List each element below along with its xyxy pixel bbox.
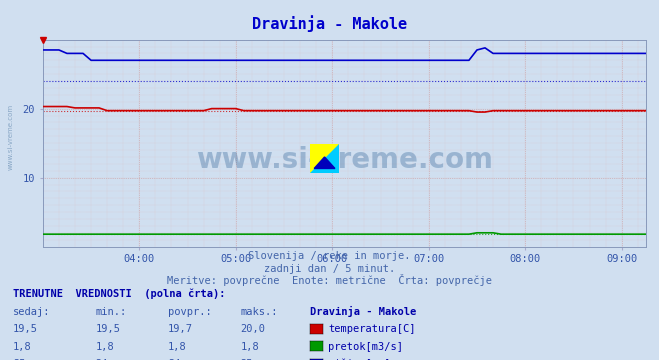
Text: min.:: min.: (96, 307, 127, 317)
Text: 1,8: 1,8 (241, 342, 259, 352)
Text: www.si-vreme.com: www.si-vreme.com (8, 104, 14, 170)
Text: 1,8: 1,8 (168, 342, 186, 352)
Polygon shape (310, 144, 339, 173)
Text: 19,5: 19,5 (13, 324, 38, 334)
Text: 1,8: 1,8 (96, 342, 114, 352)
Text: Slovenija / reke in morje.: Slovenija / reke in morje. (248, 251, 411, 261)
Text: sedaj:: sedaj: (13, 307, 51, 317)
Text: 20,0: 20,0 (241, 324, 266, 334)
Text: temperatura[C]: temperatura[C] (328, 324, 416, 334)
Text: 25: 25 (13, 359, 26, 360)
Text: pretok[m3/s]: pretok[m3/s] (328, 342, 403, 352)
Text: Dravinja - Makole: Dravinja - Makole (310, 306, 416, 317)
Text: TRENUTNE  VREDNOSTI  (polna črta):: TRENUTNE VREDNOSTI (polna črta): (13, 288, 225, 299)
Text: povpr.:: povpr.: (168, 307, 212, 317)
Text: www.si-vreme.com: www.si-vreme.com (196, 146, 493, 174)
Text: zadnji dan / 5 minut.: zadnji dan / 5 minut. (264, 264, 395, 274)
Text: Dravinja - Makole: Dravinja - Makole (252, 15, 407, 32)
Text: 24: 24 (168, 359, 181, 360)
Text: 25: 25 (241, 359, 253, 360)
Text: maks.:: maks.: (241, 307, 278, 317)
Text: Meritve: povprečne  Enote: metrične  Črta: povprečje: Meritve: povprečne Enote: metrične Črta:… (167, 274, 492, 287)
Text: 24: 24 (96, 359, 108, 360)
Text: 19,5: 19,5 (96, 324, 121, 334)
Polygon shape (310, 144, 339, 173)
Text: 1,8: 1,8 (13, 342, 32, 352)
Text: 19,7: 19,7 (168, 324, 193, 334)
Polygon shape (314, 157, 335, 168)
Text: višina[cm]: višina[cm] (328, 359, 391, 360)
